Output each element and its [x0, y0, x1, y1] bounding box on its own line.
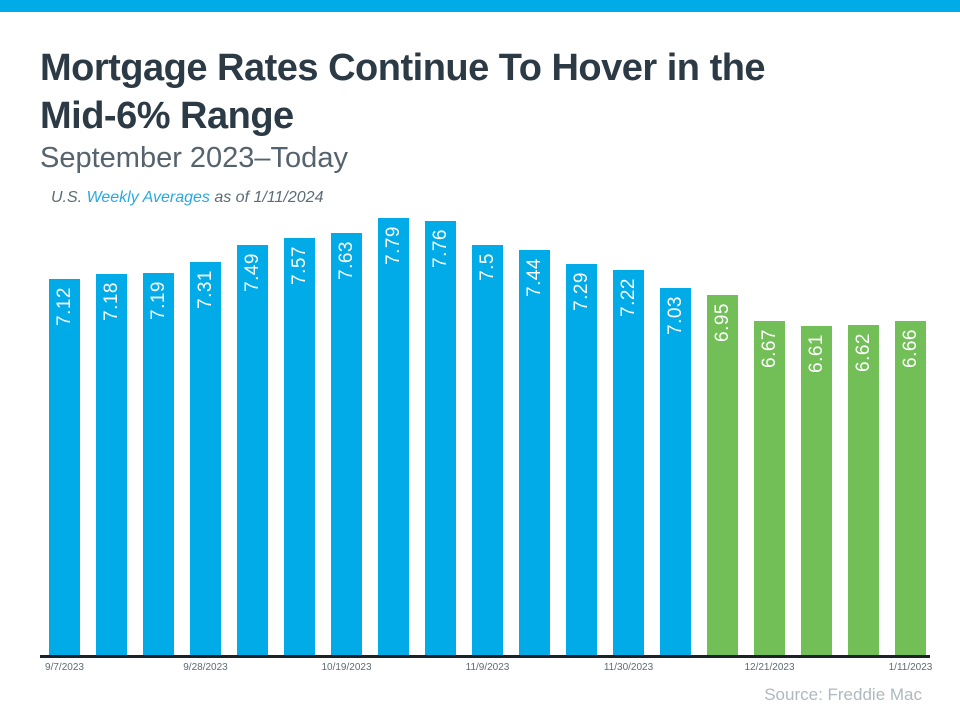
source-credit: Source: Freddie Mac	[764, 684, 922, 704]
page-title: Mortgage Rates Continue To Hover in the …	[40, 45, 930, 140]
bar-value-label: 7.29	[570, 271, 592, 311]
bar-value-label: 7.57	[288, 245, 310, 285]
bar-value-label: 7.31	[194, 269, 216, 309]
bar-7.31: 7.31	[190, 261, 221, 655]
bar-7.03: 7.03	[660, 287, 691, 655]
page-subtitle: September 2023–Today	[40, 142, 348, 174]
bar-6.66: 6.66	[895, 320, 926, 655]
x-tick-label: 10/19/2023	[321, 661, 372, 673]
bar-value-label: 7.12	[53, 286, 75, 326]
bar-7.57: 7.57	[284, 237, 315, 655]
bar-value-label: 7.03	[664, 295, 686, 335]
bar-7.12: 7.12	[49, 278, 80, 655]
bar-value-label: 7.19	[147, 280, 169, 320]
x-tick-label: 9/7/2023	[45, 661, 84, 673]
x-tick-label: 11/9/2023	[465, 661, 510, 673]
bar-chart: 7.12 7.18 7.19 7.31 7.49 7.57 7.63 7.79 7.76 7.5 7…	[40, 215, 930, 655]
bar-value-label: 7.76	[429, 228, 451, 268]
bar-value-label: 7.5	[476, 252, 498, 281]
bar-7.49: 7.49	[237, 244, 268, 655]
bar-value-label: 7.63	[335, 240, 357, 280]
bar-7.5: 7.5	[472, 244, 503, 655]
page-title-line1: Mortgage Rates Continue To Hover in the	[40, 47, 766, 89]
x-tick-label: 9/28/2023	[183, 661, 228, 673]
bar-7.76: 7.76	[425, 220, 456, 655]
bar-6.62: 6.62	[848, 324, 879, 655]
bar-7.22: 7.22	[613, 269, 644, 655]
page-title-line2: Mid-6% Range	[40, 94, 294, 137]
bar-7.29: 7.29	[566, 263, 597, 655]
bar-value-label: 6.61	[805, 333, 827, 373]
bar-7.79: 7.79	[378, 217, 409, 655]
bar-6.61: 6.61	[801, 325, 832, 655]
x-tick-label: 1/11/2023	[888, 661, 933, 673]
bar-value-label: 7.79	[382, 225, 404, 265]
bar-7.19: 7.19	[143, 272, 174, 655]
note-line: U.S. Weekly Averages as of 1/11/2024	[51, 188, 930, 207]
note-prefix: U.S.	[51, 189, 87, 207]
bar-value-label: 7.18	[100, 281, 122, 321]
x-tick-label: 11/30/2023	[603, 661, 654, 673]
weekly-averages-link[interactable]: Weekly Averages	[86, 189, 210, 207]
bar-value-label: 6.66	[899, 328, 921, 368]
bar-6.67: 6.67	[754, 320, 785, 655]
bar-value-label: 7.44	[523, 257, 545, 297]
bar-value-label: 6.67	[758, 328, 780, 368]
note-suffix: as of 1/11/2024	[209, 189, 324, 207]
bar-value-label: 6.95	[711, 302, 733, 342]
x-tick-label: 12/21/2023	[744, 661, 795, 673]
top-accent-bar	[0, 0, 960, 12]
bar-value-label: 7.22	[617, 277, 639, 317]
bar-7.44: 7.44	[519, 249, 550, 655]
page-content: Mortgage Rates Continue To Hover in the …	[0, 45, 960, 705]
bar-value-label: 6.62	[852, 332, 874, 372]
x-axis-ticks: 9/7/2023 9/28/2023 10/19/2023 11/9/2023 11/3…	[40, 658, 933, 676]
bar-value-label: 7.49	[241, 252, 263, 292]
bar-7.63: 7.63	[331, 232, 362, 655]
bar-7.18: 7.18	[96, 273, 127, 655]
x-axis-line	[40, 654, 930, 658]
bar-6.95: 6.95	[707, 294, 738, 655]
